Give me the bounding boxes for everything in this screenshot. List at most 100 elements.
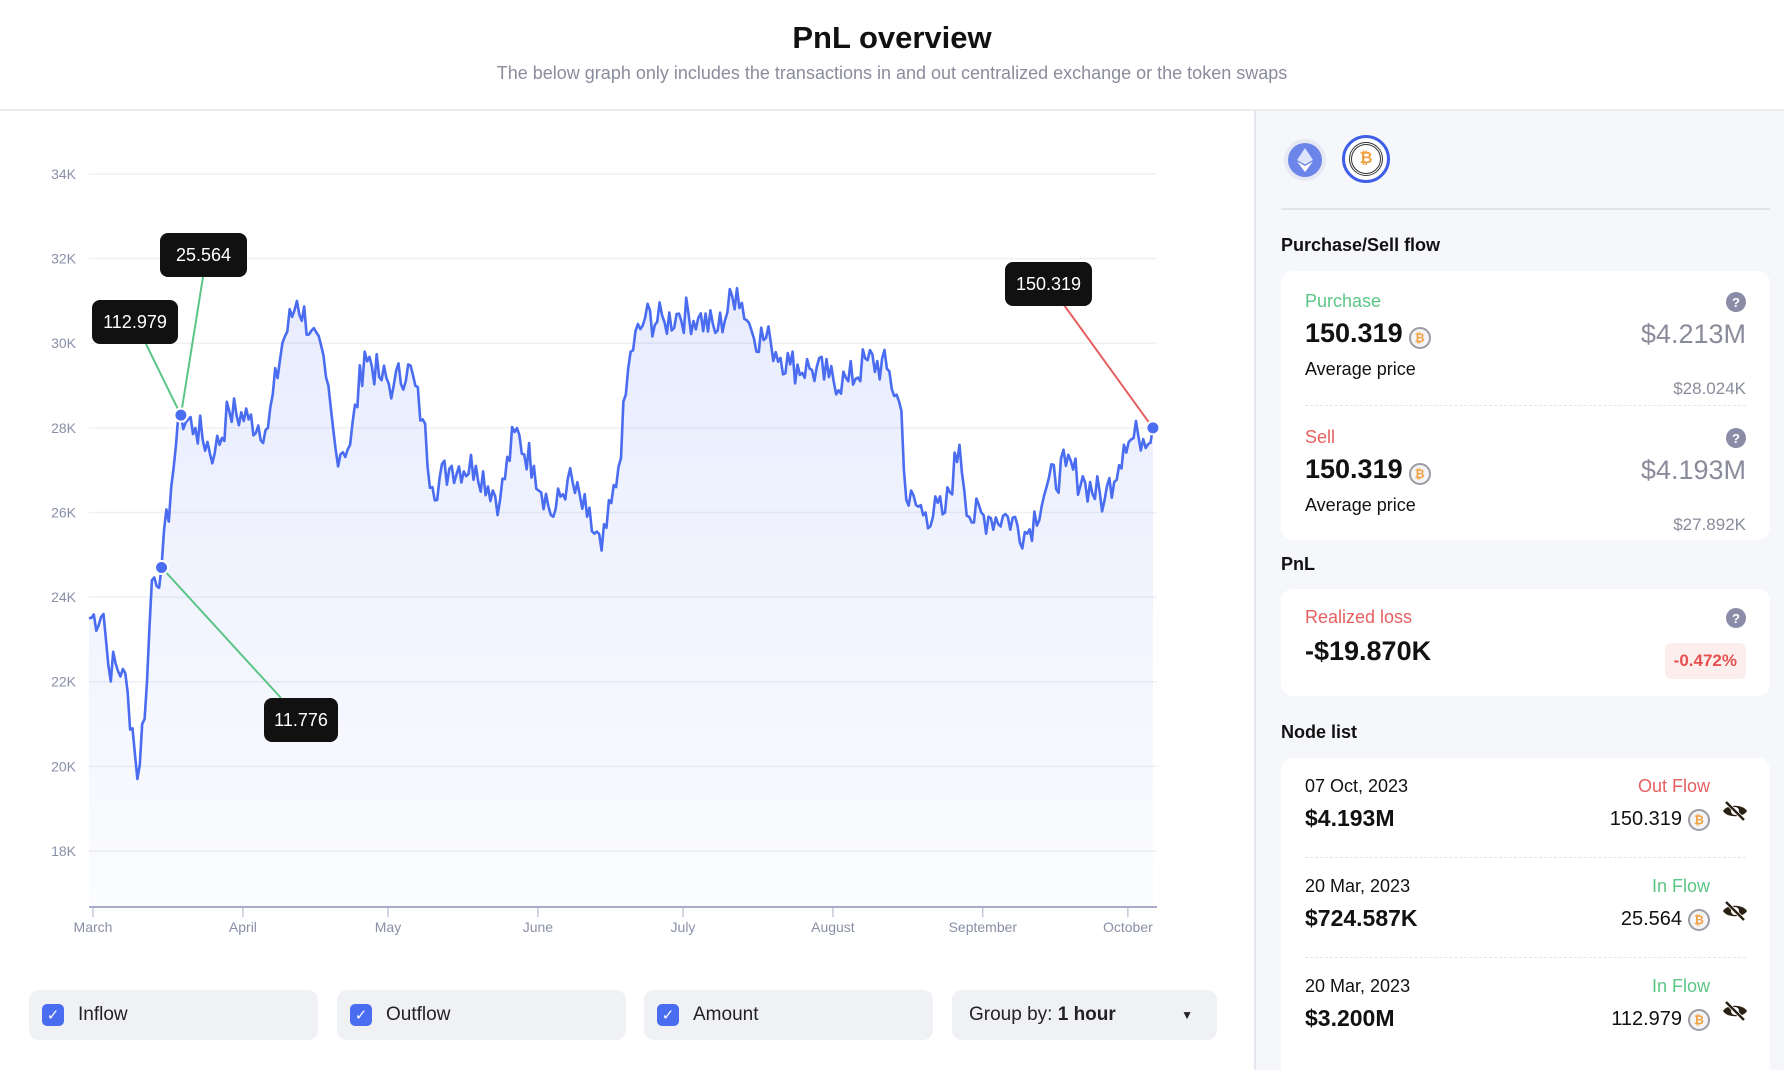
amount-label: Amount	[693, 1004, 759, 1025]
annotation-connector	[1063, 304, 1154, 429]
checkmark-icon: ✓	[350, 1004, 372, 1026]
y-tick-label: 28K	[51, 420, 77, 436]
sell-avg-label: Average price	[1305, 495, 1416, 515]
help-icon[interactable]: ?	[1726, 608, 1746, 628]
sell-amount: 150.319	[1305, 454, 1403, 484]
x-tick-label: August	[811, 919, 855, 935]
x-tick-label: September	[949, 919, 1018, 935]
group-by-label: Group by:	[969, 1004, 1053, 1025]
x-tick-label: October	[1103, 919, 1153, 935]
purchase-usd: $4.213M	[1640, 319, 1746, 349]
annotation-connector	[160, 566, 282, 699]
eye-slash-icon[interactable]	[1722, 1000, 1748, 1027]
page-subtitle: The below graph only includes the transa…	[496, 63, 1288, 83]
purchase-avg-label: Average price	[1305, 359, 1416, 379]
pnl-card: Realized loss ? -$19.870K -0.472%	[1281, 589, 1770, 696]
eye-slash-icon[interactable]	[1722, 800, 1748, 827]
node-list-item[interactable]: 20 Mar, 2023 $724.587K In Flow 25.564 ₿	[1305, 876, 1710, 956]
node-date: 20 Mar, 2023	[1305, 876, 1411, 896]
y-tick-label: 18K	[51, 843, 77, 859]
bitcoin-icon: ₿	[1688, 1008, 1710, 1031]
annotation-point	[173, 407, 189, 423]
annotation-label: 25.564	[160, 233, 247, 277]
y-tick-label: 24K	[51, 589, 77, 605]
sidebar: ₿ Purchase/Sell flow Purchase ? 150.319 ₿…	[1254, 111, 1784, 1088]
realized-loss-value: -$19.870K	[1305, 636, 1432, 666]
divider	[1305, 957, 1746, 958]
node-amount: 150.319	[1609, 808, 1682, 830]
node-list: 07 Oct, 2023 $4.193M Out Flow 150.319 ₿ 2…	[1281, 758, 1770, 1088]
checkmark-icon: ✓	[657, 1004, 679, 1026]
node-usd: $724.587K	[1305, 905, 1418, 931]
annotation-connector	[179, 276, 204, 416]
ethereum-coin-button[interactable]	[1284, 139, 1326, 181]
bitcoin-icon: ₿	[1688, 808, 1710, 831]
annotation-point	[154, 559, 170, 575]
x-tick-label: March	[74, 919, 113, 935]
annotation-point	[1145, 420, 1161, 436]
sell-usd: $4.193M	[1640, 455, 1746, 485]
y-tick-label: 32K	[51, 251, 77, 267]
eye-slash-icon[interactable]	[1722, 900, 1748, 927]
y-tick-label: 26K	[51, 504, 77, 520]
y-tick-label: 20K	[51, 758, 77, 774]
help-icon[interactable]: ?	[1726, 428, 1746, 448]
price-chart[interactable]: 18K 20K 22K 24K 26K 28K 30K 32K 34K March April May…	[0, 0, 1254, 980]
x-tick-label: April	[229, 919, 257, 935]
node-flow-type: Out Flow	[1637, 776, 1710, 796]
sell-avg-price: $27.892K	[1673, 515, 1746, 534]
purchase-label: Purchase	[1305, 291, 1382, 311]
outflow-label: Outflow	[386, 1004, 451, 1025]
page-title: PnL overview	[792, 20, 992, 55]
group-by-value: 1 hour	[1057, 1004, 1116, 1025]
annotation-connector	[145, 343, 182, 416]
price-line	[88, 286, 1155, 781]
node-usd: $3.200M	[1305, 1005, 1395, 1031]
help-icon[interactable]: ?	[1726, 292, 1746, 312]
annotation-label: 112.979	[92, 300, 178, 344]
purchase-sell-title: Purchase/Sell flow	[1281, 235, 1441, 255]
annotation-label: 11.776	[264, 698, 338, 742]
bitcoin-coin-button[interactable]: ₿	[1342, 135, 1390, 183]
node-usd: $4.193M	[1305, 805, 1395, 831]
node-list-item[interactable]: 07 Oct, 2023 $4.193M Out Flow 150.319 ₿	[1305, 776, 1710, 856]
node-date: 07 Oct, 2023	[1305, 776, 1409, 796]
node-flow-type: In Flow	[1651, 876, 1710, 896]
node-list-item[interactable]: 20 Mar, 2023 $3.200M In Flow 112.979 ₿	[1305, 976, 1710, 1056]
x-tick-label: May	[375, 919, 401, 935]
inflow-checkbox[interactable]: ✓ Inflow	[29, 990, 318, 1040]
node-amount: 112.979	[1611, 1008, 1682, 1030]
page-header: PnL overview The below graph only includ…	[0, 0, 1784, 111]
inflow-label: Inflow	[78, 1004, 128, 1025]
pnl-percent-badge: -0.472%	[1664, 643, 1746, 679]
node-amount: 25.564	[1620, 908, 1682, 930]
divider	[1305, 857, 1746, 858]
x-tick-label: June	[523, 919, 554, 935]
realized-loss-label: Realized loss	[1305, 607, 1413, 627]
purchase-avg-price: $28.024K	[1673, 379, 1746, 398]
y-tick-label: 34K	[51, 166, 77, 182]
outflow-checkbox[interactable]: ✓ Outflow	[337, 990, 626, 1040]
x-tick-label: July	[671, 919, 696, 935]
bitcoin-icon: ₿	[1408, 462, 1431, 485]
node-list-title: Node list	[1281, 722, 1358, 742]
purchase-sell-card: Purchase ? 150.319 ₿ $4.213M Average pric…	[1281, 271, 1770, 540]
bitcoin-icon: ₿	[1349, 142, 1383, 176]
annotation-label: 150.319	[1005, 262, 1092, 306]
node-flow-type: In Flow	[1651, 976, 1710, 996]
caret-down-icon: ▼	[1181, 1008, 1193, 1022]
amount-checkbox[interactable]: ✓ Amount	[644, 990, 933, 1040]
checkmark-icon: ✓	[42, 1004, 64, 1026]
sell-label: Sell	[1305, 427, 1336, 447]
divider	[1281, 208, 1770, 210]
bitcoin-icon: ₿	[1688, 908, 1710, 931]
purchase-amount: 150.319	[1305, 318, 1403, 348]
price-area	[89, 288, 1153, 907]
y-tick-label: 22K	[51, 674, 77, 690]
node-date: 20 Mar, 2023	[1305, 976, 1411, 996]
group-by-select[interactable]: Group by: 1 hour ▼	[952, 990, 1217, 1040]
pnl-title: PnL	[1281, 554, 1315, 574]
y-tick-label: 30K	[51, 335, 77, 351]
ethereum-icon	[1288, 143, 1322, 177]
divider	[1305, 405, 1746, 406]
